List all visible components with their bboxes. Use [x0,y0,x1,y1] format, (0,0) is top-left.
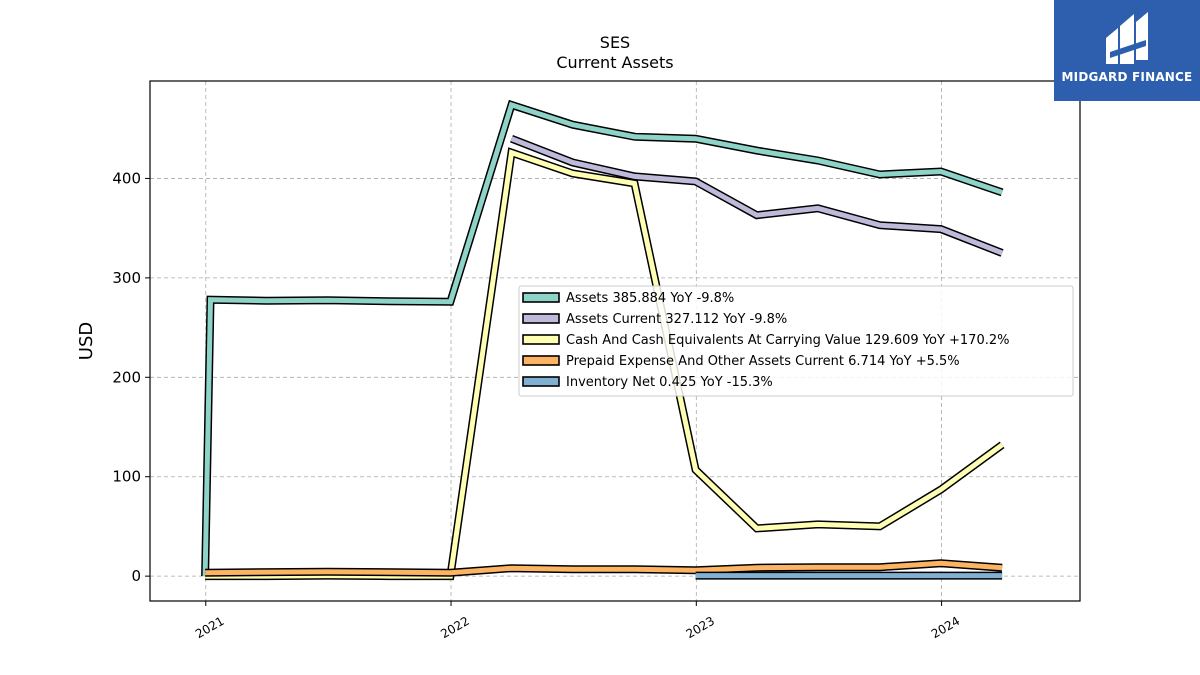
series-line [202,101,1003,577]
chart-subtitle: Current Assets [556,53,673,72]
y-tick-label: 300 [112,269,141,287]
legend-swatch [522,376,560,387]
y-tick-label: 100 [112,468,141,486]
series-line [205,560,1003,576]
axes-frame [149,80,1081,602]
chart-title: SES [600,33,630,52]
legend: Assets 385.884 YoY -9.8% Assets Current 3… [518,285,1074,397]
y-axis-label: USD [76,322,97,360]
brand-name: MIDGARD FINANCE [1061,70,1193,84]
x-tick-label: 2022 [438,614,471,641]
legend-entry: Cash And Cash Equivalents At Carrying Va… [566,333,1009,348]
series-3 [205,559,1003,577]
x-tick-label: 2023 [684,614,717,641]
x-tick-label: 2024 [929,614,962,641]
legend-swatch [522,292,560,303]
legend-swatch [522,334,560,345]
legend-entry: Assets Current 327.112 YoY -9.8% [566,312,787,327]
legend-entry: Assets 385.884 YoY -9.8% [566,291,734,306]
brand-logo: MIDGARD FINANCE [1054,0,1200,101]
legend-box [518,285,1074,397]
series-layer [201,99,1005,581]
y-tick-label: 200 [112,368,141,386]
legend-swatch [522,313,560,324]
legend-entry: Prepaid Expense And Other Assets Current… [566,354,960,369]
series-1 [510,134,1004,257]
legend-swatch [522,355,560,366]
series-line-outline [510,134,1004,257]
brand-logo-icon [1106,12,1148,64]
x-tick-label: 2021 [193,614,226,641]
series-0 [201,99,1004,577]
series-line [510,136,1004,256]
y-tick-label: 0 [131,567,141,585]
legend-entry: Inventory Net 0.425 YoY -15.3% [566,375,773,390]
y-tick-label: 400 [112,169,141,187]
